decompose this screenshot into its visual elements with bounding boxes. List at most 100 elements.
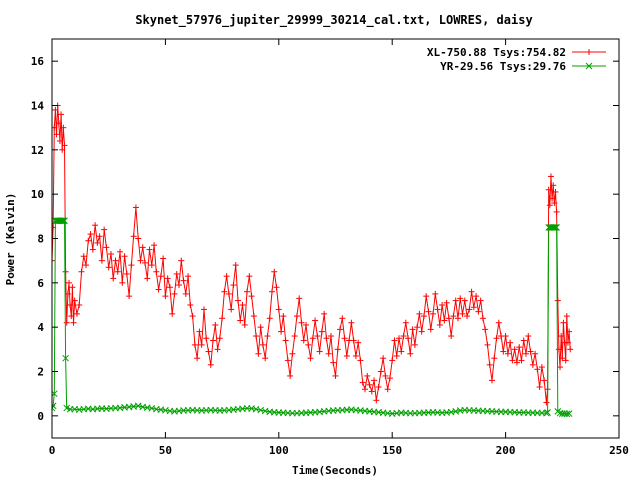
y-axis-label: Power (Kelvin) (4, 193, 17, 286)
data-point (52, 257, 55, 264)
y-tick-label: 2 (37, 366, 44, 379)
series-line (52, 105, 571, 403)
data-point (216, 335, 223, 342)
x-axis: 0 50 100 150 200 250 (49, 39, 629, 457)
data-point (482, 326, 489, 333)
data-point (558, 333, 565, 340)
data-point (180, 277, 187, 284)
data-point (567, 346, 574, 353)
data-point (466, 306, 473, 313)
data-point (63, 319, 70, 326)
data-point (298, 319, 305, 326)
data-point (271, 268, 278, 275)
data-point (486, 361, 493, 368)
data-point (76, 302, 83, 308)
data-point (62, 268, 69, 275)
data-point (334, 346, 341, 353)
data-point (278, 328, 285, 335)
data-point (162, 293, 169, 300)
data-point (380, 355, 387, 362)
data-point (146, 246, 153, 253)
data-point (237, 317, 244, 324)
data-point (541, 377, 548, 384)
data-point (173, 270, 180, 277)
data-point (262, 355, 269, 362)
data-point (368, 388, 375, 395)
series-yr (52, 217, 573, 418)
data-point (230, 282, 237, 289)
data-point (523, 350, 530, 357)
data-point (560, 319, 567, 326)
y-tick-label: 12 (31, 144, 44, 157)
legend-marker (586, 49, 592, 55)
data-point (114, 268, 121, 275)
data-point (405, 335, 412, 342)
data-point (101, 226, 108, 233)
data-point (513, 359, 520, 366)
data-point (375, 384, 382, 391)
data-point (194, 355, 201, 362)
data-point (547, 173, 554, 180)
data-point (491, 355, 498, 362)
data-point (373, 397, 380, 404)
data-point (550, 182, 557, 189)
data-point (552, 224, 559, 231)
data-point (71, 297, 78, 304)
data-point (520, 337, 527, 344)
data-point (70, 319, 77, 326)
data-point (130, 233, 137, 240)
data-point (430, 310, 437, 317)
data-point (103, 244, 110, 251)
data-point (144, 275, 151, 282)
data-point (148, 262, 155, 269)
data-point (327, 333, 334, 340)
data-point (132, 204, 139, 211)
data-point (289, 350, 296, 357)
y-tick-label: 10 (31, 188, 44, 201)
data-point (546, 202, 553, 209)
data-point (402, 319, 409, 326)
data-point (61, 142, 68, 149)
data-point (518, 357, 525, 364)
data-point (391, 337, 398, 344)
data-point (418, 328, 425, 335)
data-point (509, 357, 516, 364)
data-point (532, 350, 539, 357)
data-point (259, 341, 266, 348)
data-point (361, 386, 368, 393)
series-xl (52, 102, 574, 406)
data-point (92, 222, 99, 229)
data-point (214, 346, 221, 353)
data-point (275, 306, 282, 313)
data-point (551, 200, 558, 207)
data-point (396, 335, 403, 342)
data-point (61, 217, 68, 225)
data-point (60, 124, 67, 131)
data-point (441, 317, 448, 324)
data-point (178, 257, 185, 264)
data-point (189, 313, 196, 320)
data-point (280, 313, 287, 320)
data-point (239, 302, 246, 308)
data-point (107, 251, 114, 258)
data-point (110, 275, 117, 282)
data-point (94, 239, 101, 246)
data-point (343, 352, 350, 359)
data-point (105, 264, 112, 271)
data-point (123, 270, 130, 277)
data-point (516, 344, 523, 351)
data-point (563, 313, 570, 320)
data-point (525, 333, 532, 340)
data-point (563, 410, 571, 418)
plot-area (52, 102, 574, 418)
data-point (73, 310, 80, 317)
data-point (553, 224, 560, 231)
data-point (191, 341, 198, 348)
legend-label: XL-750.88 Tsys:754.82 (427, 46, 566, 59)
data-point (389, 357, 396, 364)
x-tick-label: 200 (496, 444, 516, 457)
data-point (171, 290, 178, 297)
data-point (337, 326, 344, 333)
data-point (393, 352, 400, 359)
